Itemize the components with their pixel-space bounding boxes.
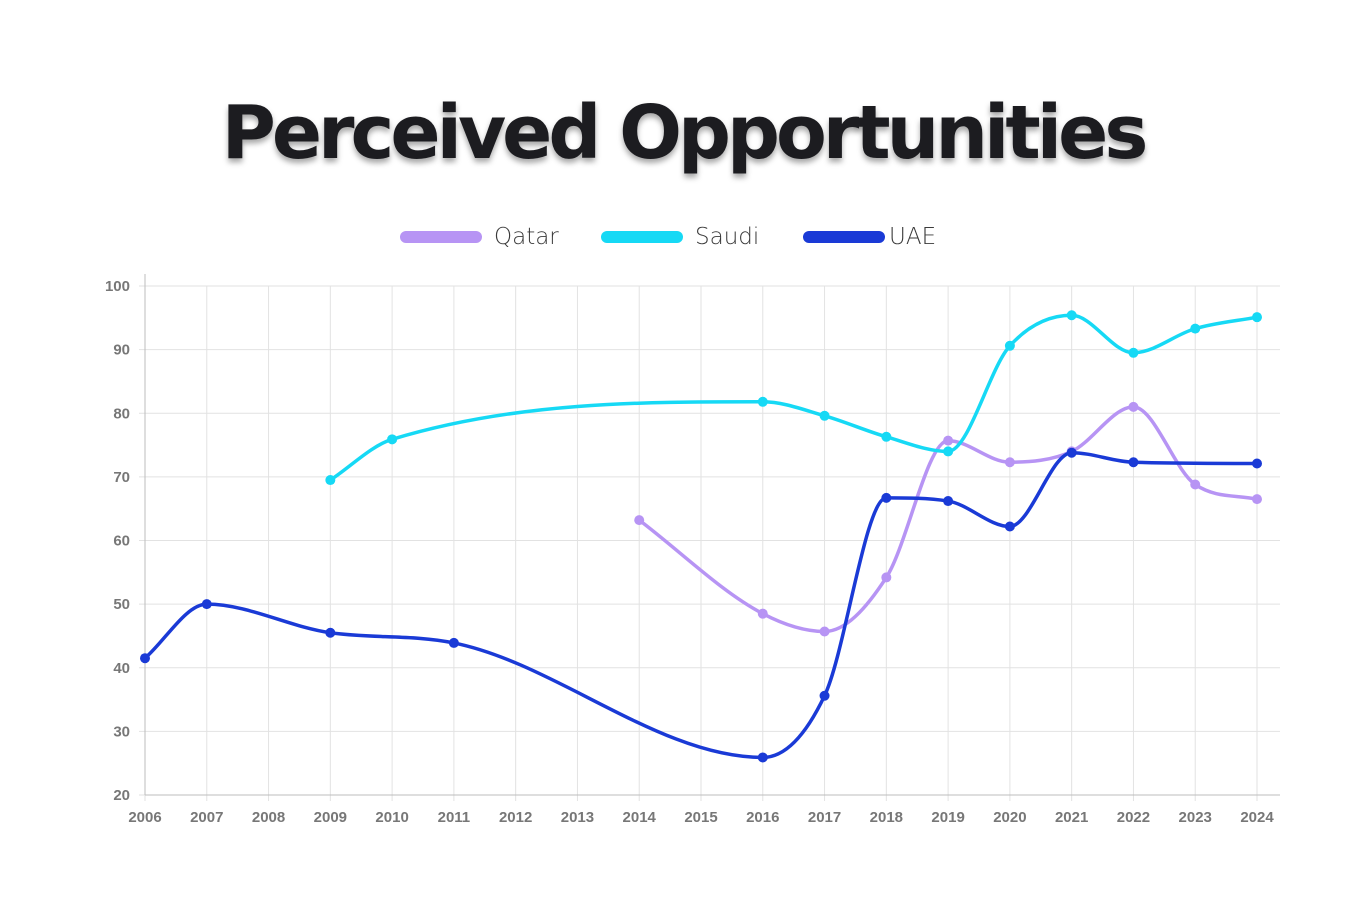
x-tick-label: 2010 <box>375 809 408 826</box>
data-point-qatar <box>634 515 645 526</box>
data-point-qatar <box>881 572 892 583</box>
data-point-uae <box>943 496 954 507</box>
data-point-qatar <box>943 435 954 446</box>
data-point-uae <box>881 492 892 503</box>
legend-label-saudi: Saudi <box>695 224 760 250</box>
data-point-uae <box>819 690 830 701</box>
y-tick-label: 70 <box>113 469 130 486</box>
x-tick-label: 2008 <box>252 809 285 826</box>
legend-label-qatar: Qatar <box>494 224 559 250</box>
x-axis-ticks: 2006 2007 2008 2009 2010 2011 2012 2013 2014 2015… <box>128 809 1274 826</box>
x-tick-label: 2012 <box>499 809 532 826</box>
data-point-uae <box>1128 457 1139 468</box>
y-tick-label: 80 <box>113 405 130 422</box>
data-point-saudi <box>757 396 768 407</box>
data-point-saudi <box>943 446 954 457</box>
x-tick-label: 2013 <box>561 809 594 826</box>
data-point-uae <box>448 637 459 648</box>
y-tick-label: 20 <box>113 787 130 804</box>
x-tick-label: 2009 <box>314 809 347 826</box>
data-point-qatar <box>1190 479 1201 490</box>
data-point-uae <box>1066 447 1077 458</box>
x-tick-label: 2021 <box>1055 809 1088 826</box>
legend-swatch-uae <box>803 231 885 243</box>
data-point-saudi <box>1190 323 1201 334</box>
y-tick-label: 50 <box>113 596 130 613</box>
x-tick-label: 2006 <box>128 809 161 826</box>
legend-item-qatar[interactable]: Qatar <box>400 222 559 252</box>
data-point-qatar <box>757 608 768 619</box>
data-point-uae <box>1252 458 1262 469</box>
data-point-qatar <box>819 626 830 637</box>
data-point-qatar <box>1252 494 1262 505</box>
legend-label-uae: UAE <box>889 224 937 250</box>
x-tick-label: 2020 <box>993 809 1026 826</box>
legend-swatch-saudi <box>601 231 683 243</box>
y-tick-label: 30 <box>113 723 130 740</box>
x-tick-label: 2019 <box>931 809 964 826</box>
data-point-saudi <box>387 434 398 445</box>
data-point-qatar <box>1004 457 1015 468</box>
data-point-uae <box>757 752 768 763</box>
series-line-qatar <box>637 405 1259 634</box>
data-point-qatar <box>1128 401 1139 412</box>
legend-item-uae[interactable]: UAE <box>803 222 936 252</box>
axes <box>144 274 1280 796</box>
chart-title: Perceived Opportunities <box>221 90 1149 176</box>
series-uae <box>140 447 1262 763</box>
x-tick-label: 2016 <box>746 809 779 826</box>
y-tick-label: 40 <box>113 660 130 677</box>
x-tick-label: 2007 <box>190 809 223 826</box>
series-qatar <box>634 401 1262 637</box>
data-point-uae <box>140 653 150 664</box>
data-point-saudi <box>1252 312 1262 323</box>
series-lines <box>140 310 1262 763</box>
x-tick-label: 2014 <box>623 809 657 826</box>
series-line-saudi <box>328 313 1259 482</box>
y-tick-label: 60 <box>113 533 130 550</box>
data-point-saudi <box>881 431 892 442</box>
x-tick-label: 2011 <box>438 809 471 826</box>
x-tick-label: 2024 <box>1240 809 1274 826</box>
x-tick-label: 2018 <box>870 809 903 826</box>
x-tick-label: 2022 <box>1117 809 1150 826</box>
x-tick-label: 2023 <box>1179 809 1212 826</box>
data-point-saudi <box>819 410 830 421</box>
data-point-saudi <box>325 475 336 486</box>
data-point-uae <box>325 627 336 638</box>
legend-item-saudi[interactable]: Saudi <box>601 222 759 252</box>
grid-lines <box>139 285 1280 801</box>
y-axis-ticks: 20 30 40 50 60 70 80 90 100 <box>105 278 130 804</box>
y-tick-label: 100 <box>105 278 130 295</box>
y-tick-label: 90 <box>113 342 130 359</box>
legend-swatch-qatar <box>400 231 482 243</box>
data-point-saudi <box>1066 310 1077 321</box>
data-point-saudi <box>1128 347 1139 358</box>
x-tick-label: 2015 <box>684 809 717 826</box>
data-point-uae <box>201 599 212 610</box>
chart-legend: Qatar Saudi UAE <box>0 222 1366 252</box>
data-point-saudi <box>1004 340 1015 351</box>
x-tick-label: 2017 <box>808 809 841 826</box>
data-point-uae <box>1004 521 1015 532</box>
series-saudi <box>325 310 1262 486</box>
